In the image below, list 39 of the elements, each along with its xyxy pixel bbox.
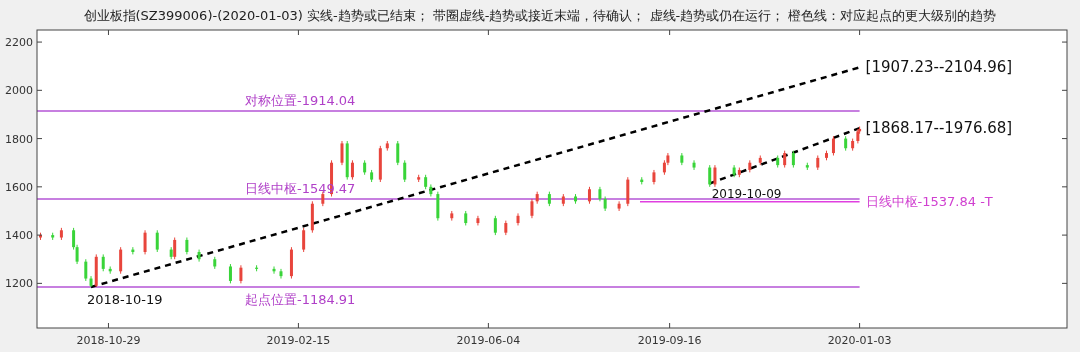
annotation: 对称位置-1914.04 <box>244 92 356 108</box>
x-tick-label: 2020-01-03 <box>827 334 892 347</box>
candlestick <box>493 215 497 236</box>
candlestick <box>119 246 123 275</box>
candlestick <box>173 237 177 260</box>
candlestick <box>617 200 621 212</box>
candlestick <box>239 264 243 284</box>
candlestick <box>279 268 283 280</box>
x-tick-label: 2019-02-15 <box>266 334 331 347</box>
annotation: 起点位置-1184.91 <box>244 291 356 307</box>
y-tick-label: 2200 <box>5 36 33 50</box>
x-tick-label: 2019-06-04 <box>456 334 521 347</box>
y-tick-label: 1800 <box>5 132 33 146</box>
annotation: 2018-10-19 <box>87 291 163 307</box>
candlestick <box>155 229 159 253</box>
candlestick <box>530 198 534 219</box>
chart-title: 创业板指(SZ399006)-(2020-01-03) 实线-趋势或已结束； 带圈虚线-趋势或接近末端，待确认； 虚线-趋势或仍在运行； 橙色线：对应起点的更大级别的趋势 <box>83 8 997 23</box>
candlestick <box>340 140 344 166</box>
x-tick-label: 2018-10-29 <box>76 334 141 347</box>
annotation: [1868.17--1976.68] <box>865 119 1013 138</box>
annotation: [1907.23--2104.96] <box>865 58 1013 77</box>
candlestick <box>708 164 712 188</box>
candlestick <box>692 159 696 171</box>
y-tick-label: 2000 <box>5 84 33 98</box>
y-tick-label: 1200 <box>5 277 33 291</box>
annotation: 日线中枢-1537.84 -T <box>865 194 993 210</box>
candlestick <box>350 159 354 181</box>
candlestick <box>228 263 232 284</box>
candlestick <box>302 227 306 253</box>
candlestick <box>403 159 407 183</box>
y-tick-label: 1600 <box>5 180 33 194</box>
candlestick <box>396 140 400 166</box>
candlestick <box>143 229 147 255</box>
y-tick-label: 1400 <box>5 229 33 243</box>
annotation: 2019-10-09 <box>711 187 782 202</box>
candlestick <box>831 135 835 156</box>
x-tick-label: 2019-09-16 <box>637 334 702 347</box>
candlestick <box>713 164 717 188</box>
candlestick <box>84 258 88 282</box>
